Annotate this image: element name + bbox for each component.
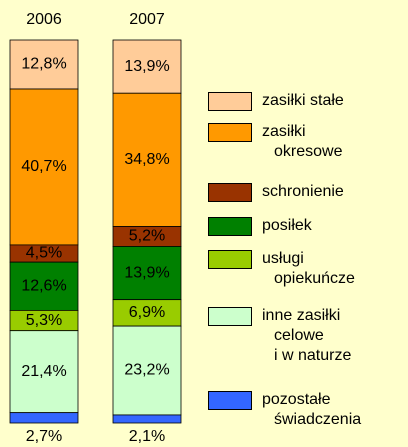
legend-label: inne zasiłki celowe i w naturze [262,307,352,364]
x-tick-label: 2006 [26,11,62,28]
legend-label: posiłek [262,217,312,234]
bar-segment [9,412,79,424]
data-label: 5,3% [26,312,62,329]
data-label: 34,8% [124,151,169,168]
bar-segment [112,92,182,227]
legend-swatch [208,307,252,326]
legend-label: pozostałe świadczenia [262,391,362,428]
data-label: 12,8% [21,56,66,73]
legend-swatch [208,183,252,202]
legend-label: zasiłki stałe [262,92,344,109]
legend-swatch [208,123,252,142]
legend-label: zasiłki okresowe [262,123,343,160]
bar-segment [112,246,182,301]
legend-swatch [208,250,252,269]
data-label: 13,9% [124,264,169,281]
x-tick-label: 2007 [129,11,165,28]
legend-swatch [208,92,252,111]
bar-segment [9,261,79,311]
legend-swatch [208,217,252,236]
data-label: 2,1% [129,428,165,445]
legend-label: usługi opiekuńcze [262,250,355,287]
bar-segment [112,325,182,416]
bar-segment [9,88,79,246]
data-label: 2,7% [26,428,62,445]
data-label: 12,6% [21,277,66,294]
data-label: 40,7% [21,158,66,175]
bar-segment [112,299,182,327]
data-label: 4,5% [26,245,62,262]
bar-segment [112,39,182,94]
legend-label: schronienie [262,183,344,200]
data-label: 21,4% [21,363,66,380]
bar-segment [9,39,79,90]
bar-segment [9,330,79,414]
legend-swatch [208,391,252,410]
data-label: 23,2% [124,362,169,379]
bar-segment [112,414,182,424]
data-label: 5,2% [129,228,165,245]
data-label: 6,9% [129,304,165,321]
data-label: 13,9% [124,58,169,75]
